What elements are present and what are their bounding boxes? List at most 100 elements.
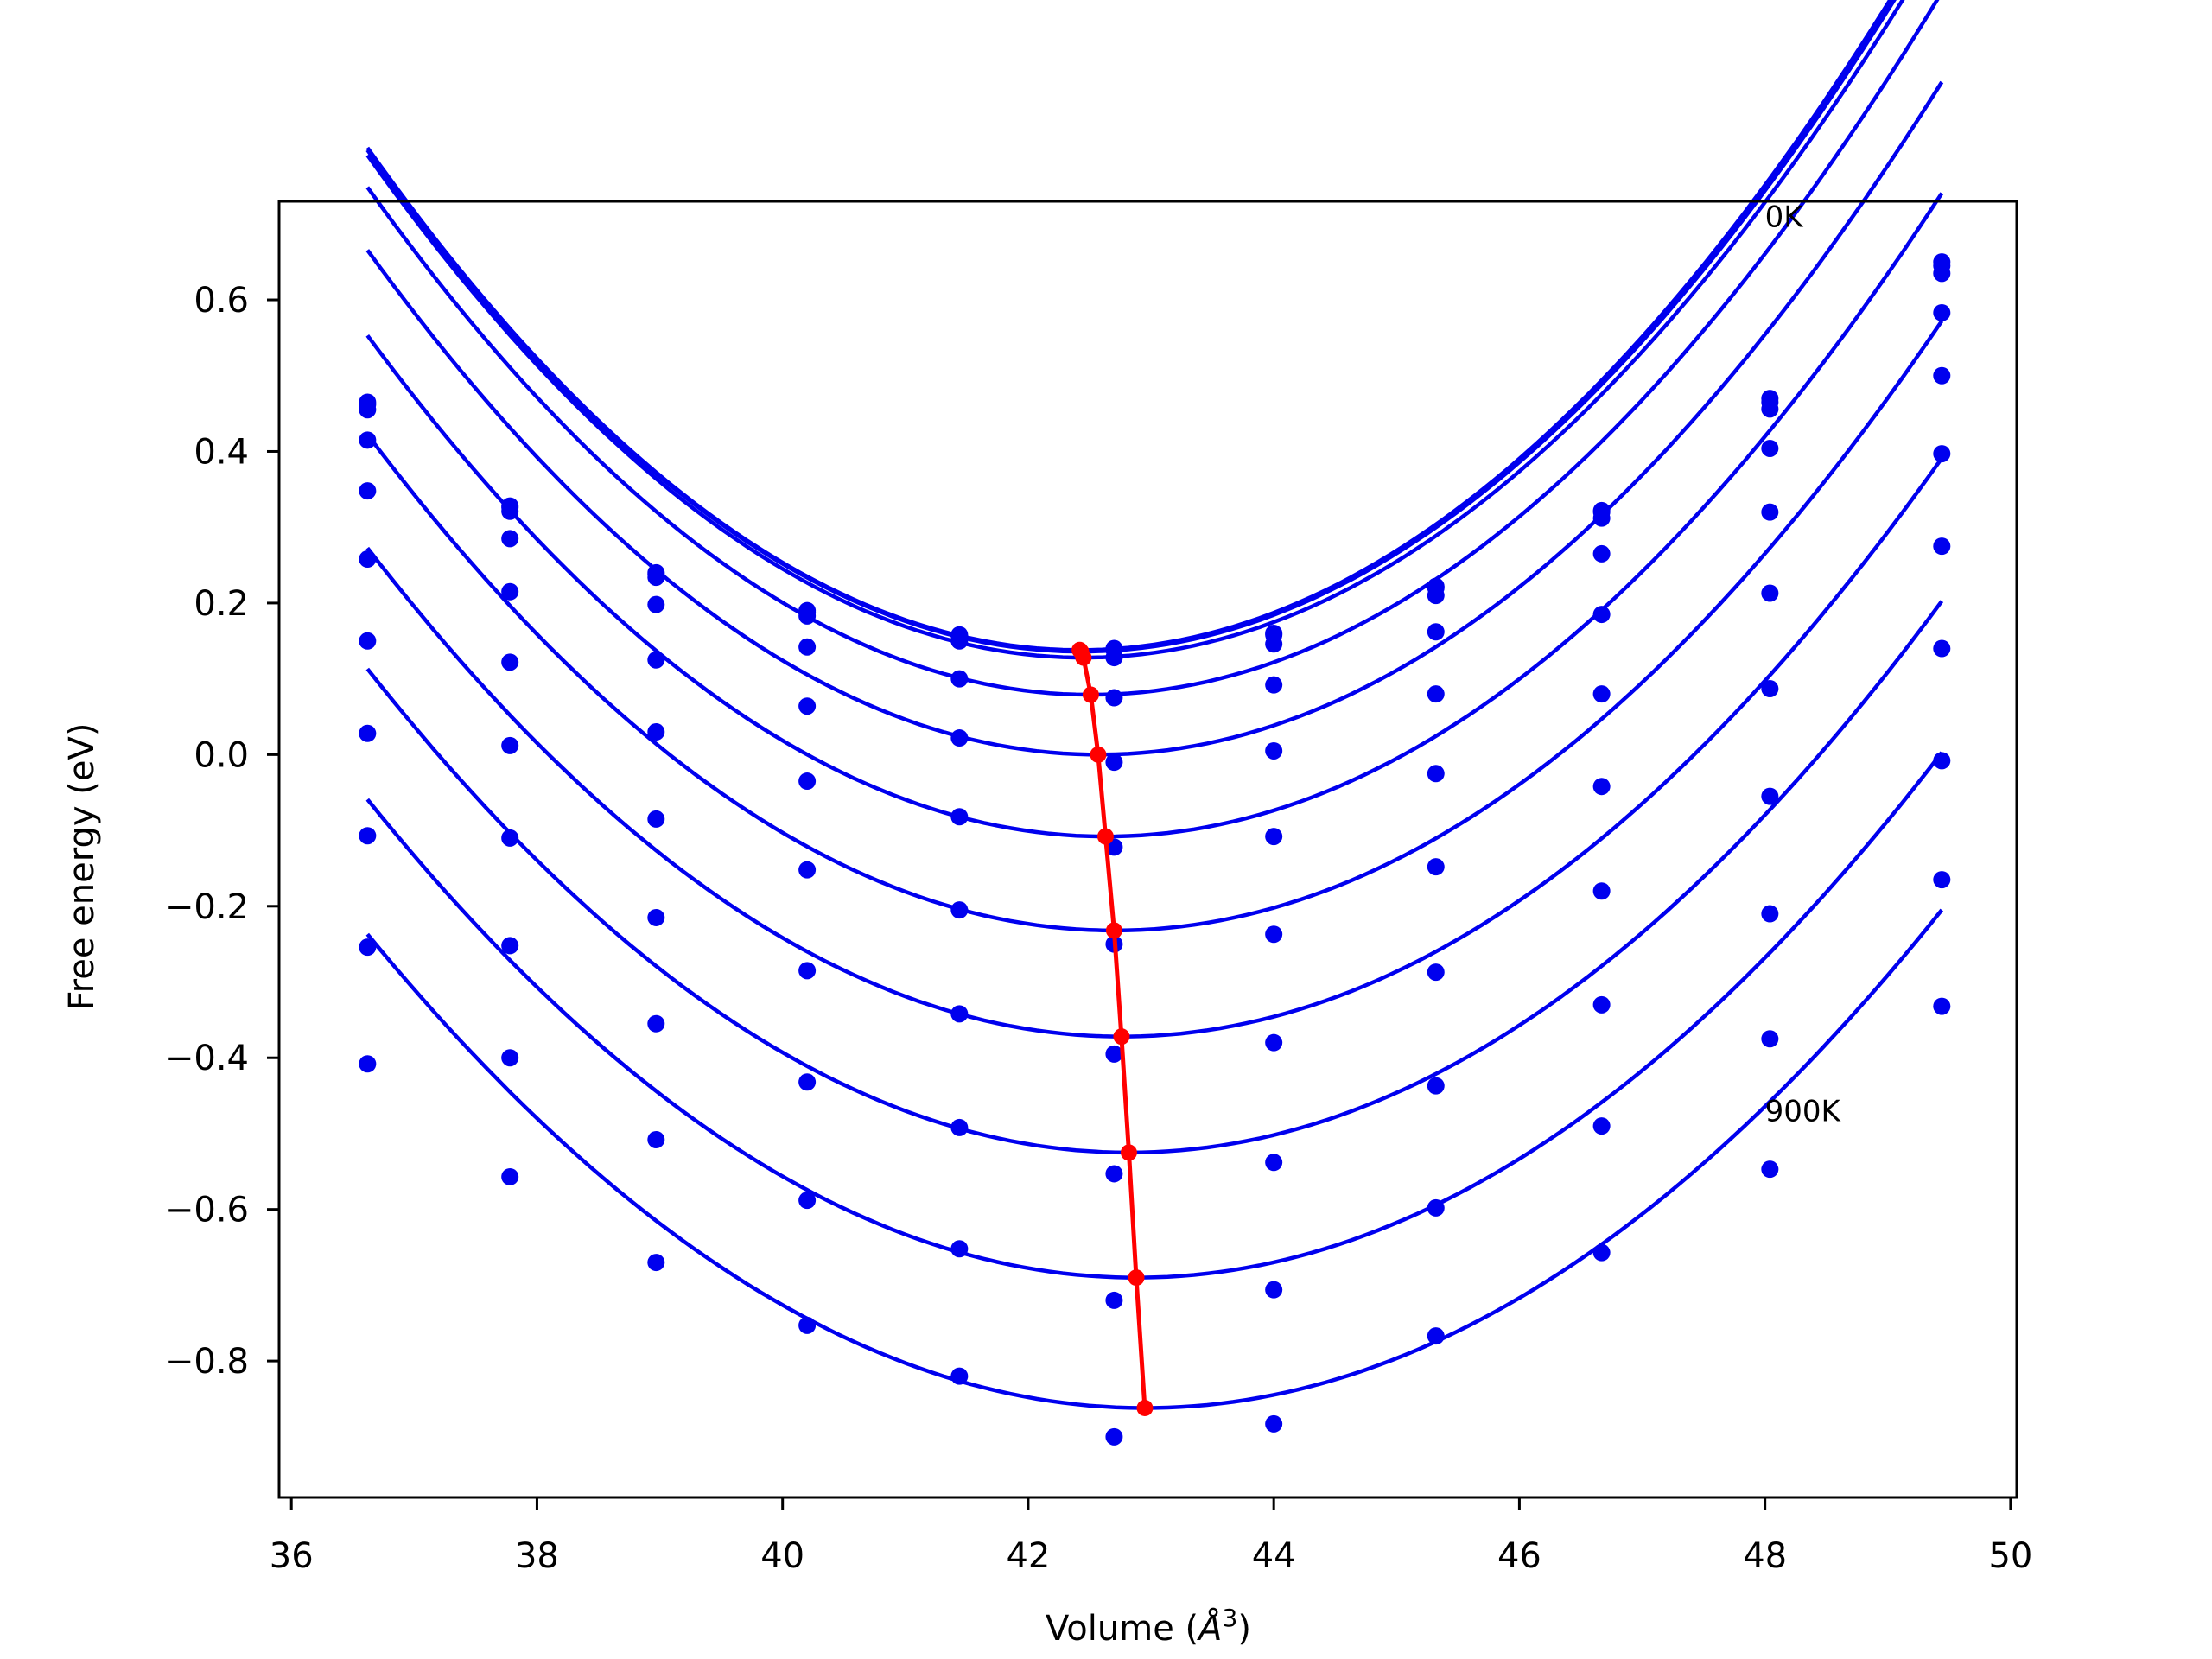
data-point-s3-8 xyxy=(1592,544,1611,563)
data-point-s4-9 xyxy=(1761,503,1779,521)
fit-curve-3 xyxy=(365,0,1940,697)
data-point-s5-9 xyxy=(1761,584,1779,602)
data-point-s9-6 xyxy=(1265,1281,1283,1299)
x-axis-label-text: Volume ( xyxy=(1046,1609,1198,1649)
data-point-s5-3 xyxy=(798,772,817,791)
x-axis-label: Volume (Å3) xyxy=(1046,1604,1251,1649)
x-axis-unit-symbol: Å xyxy=(1196,1607,1222,1649)
data-point-s7-2 xyxy=(647,908,665,926)
data-point-s3-10 xyxy=(1933,303,1951,321)
data-point-s10-6 xyxy=(1265,1414,1283,1433)
fit-curve-9 xyxy=(365,751,1944,1280)
annotations: 0K 900K xyxy=(1765,200,1842,1129)
fit-curve-7 xyxy=(365,456,1944,1039)
data-point-s2-6 xyxy=(1265,635,1283,653)
data-point-s5-0 xyxy=(359,550,377,569)
data-point-s6-3 xyxy=(798,861,817,879)
data-point-s2-8 xyxy=(1592,509,1611,527)
minimum-point-3 xyxy=(1082,686,1099,703)
y-tick-label-0: 0.6 xyxy=(194,281,249,321)
minimum-point-4 xyxy=(1090,746,1107,763)
data-point-s4-10 xyxy=(1933,366,1951,385)
x-tick-label-42: 42 xyxy=(1006,1536,1050,1576)
fit-curve-6 xyxy=(365,320,1944,933)
data-point-s9-4 xyxy=(950,1240,969,1258)
x-axis-label-suffix: ) xyxy=(1237,1609,1251,1649)
x-tick-label-50: 50 xyxy=(1988,1536,2032,1576)
y-tick-label-2: 0.2 xyxy=(194,584,249,624)
data-point-s2-0 xyxy=(359,401,377,419)
data-point-s8-1 xyxy=(501,937,519,955)
x-tick-label-36: 36 xyxy=(270,1536,314,1576)
minimum-point-5 xyxy=(1096,828,1114,845)
data-point-s3-5 xyxy=(1105,689,1123,707)
data-point-s3-3 xyxy=(798,638,817,656)
x-tick-label-44: 44 xyxy=(1252,1536,1296,1576)
y-axis-label: Free energy (eV) xyxy=(62,723,102,1011)
data-point-s9-7 xyxy=(1427,1198,1445,1217)
fit-curve-1 xyxy=(365,0,1897,654)
y-axis: 0.6 0.4 0.2 0.0 −0.2 −0.4 −0.6 −0.8 xyxy=(165,281,279,1382)
data-point-s7-8 xyxy=(1592,882,1611,900)
data-point-s8-5 xyxy=(1105,1165,1123,1183)
minimum-point-8 xyxy=(1120,1144,1137,1161)
data-point-s9-3 xyxy=(798,1192,817,1210)
data-point-s5-8 xyxy=(1592,685,1611,703)
data-point-s7-5 xyxy=(1105,1045,1123,1063)
data-point-s4-4 xyxy=(950,729,969,747)
y-tick-label-5: −0.4 xyxy=(165,1039,249,1078)
data-point-s8-0 xyxy=(359,827,377,845)
data-point-s9-0 xyxy=(359,938,377,957)
x-tick-label-38: 38 xyxy=(515,1536,559,1576)
data-point-s10-7 xyxy=(1427,1327,1445,1345)
data-point-s10-8 xyxy=(1592,1243,1611,1262)
data-point-s6-8 xyxy=(1592,778,1611,796)
data-point-s5-7 xyxy=(1427,765,1445,783)
data-point-s4-5 xyxy=(1105,753,1123,772)
data-point-s6-7 xyxy=(1427,858,1445,876)
data-point-s6-9 xyxy=(1761,680,1779,698)
minimum-point-7 xyxy=(1113,1028,1130,1046)
fit-curve-5 xyxy=(365,192,1944,839)
y-tick-label-6: −0.6 xyxy=(165,1191,249,1230)
data-point-s4-8 xyxy=(1592,606,1611,624)
data-point-s2-4 xyxy=(950,632,969,650)
minimum-point-10 xyxy=(1136,1399,1154,1416)
data-point-s5-2 xyxy=(647,723,665,741)
data-point-s9-1 xyxy=(501,1049,519,1067)
data-point-s2-7 xyxy=(1427,587,1445,605)
data-point-s5-4 xyxy=(950,808,969,826)
fit-curve-4 xyxy=(365,80,1944,757)
data-point-s7-6 xyxy=(1265,1033,1283,1052)
data-point-s4-0 xyxy=(359,482,377,500)
data-point-s9-2 xyxy=(647,1130,665,1148)
data-point-s4-2 xyxy=(647,651,665,669)
data-point-s3-4 xyxy=(950,670,969,688)
data-point-s7-7 xyxy=(1427,963,1445,982)
data-point-s6-10 xyxy=(1933,537,1951,556)
data-point-s8-10 xyxy=(1933,752,1951,770)
data-point-s8-2 xyxy=(647,1014,665,1033)
data-point-s5-6 xyxy=(1265,828,1283,846)
data-point-s6-4 xyxy=(950,901,969,919)
fit-curve-2 xyxy=(365,0,1905,660)
data-point-s10-9 xyxy=(1761,1160,1779,1179)
plot-area xyxy=(359,0,1951,1446)
data-point-s7-9 xyxy=(1761,787,1779,805)
data-point-s4-6 xyxy=(1265,741,1283,760)
data-point-s8-3 xyxy=(798,1073,817,1091)
data-point-s8-6 xyxy=(1265,1154,1283,1172)
y-tick-label-4: −0.2 xyxy=(165,887,249,927)
data-point-s2-10 xyxy=(1933,264,1951,283)
data-point-s2-1 xyxy=(501,502,519,520)
y-tick-label-7: −0.8 xyxy=(165,1342,249,1382)
data-point-s4-3 xyxy=(798,697,817,715)
data-point-s8-9 xyxy=(1761,905,1779,923)
data-point-s2-9 xyxy=(1761,400,1779,418)
data-point-s7-3 xyxy=(798,962,817,980)
x-axis-unit-power: 3 xyxy=(1223,1604,1238,1632)
data-point-s8-7 xyxy=(1427,1077,1445,1095)
data-point-s10-5 xyxy=(1105,1427,1123,1446)
data-point-s7-4 xyxy=(950,1005,969,1023)
